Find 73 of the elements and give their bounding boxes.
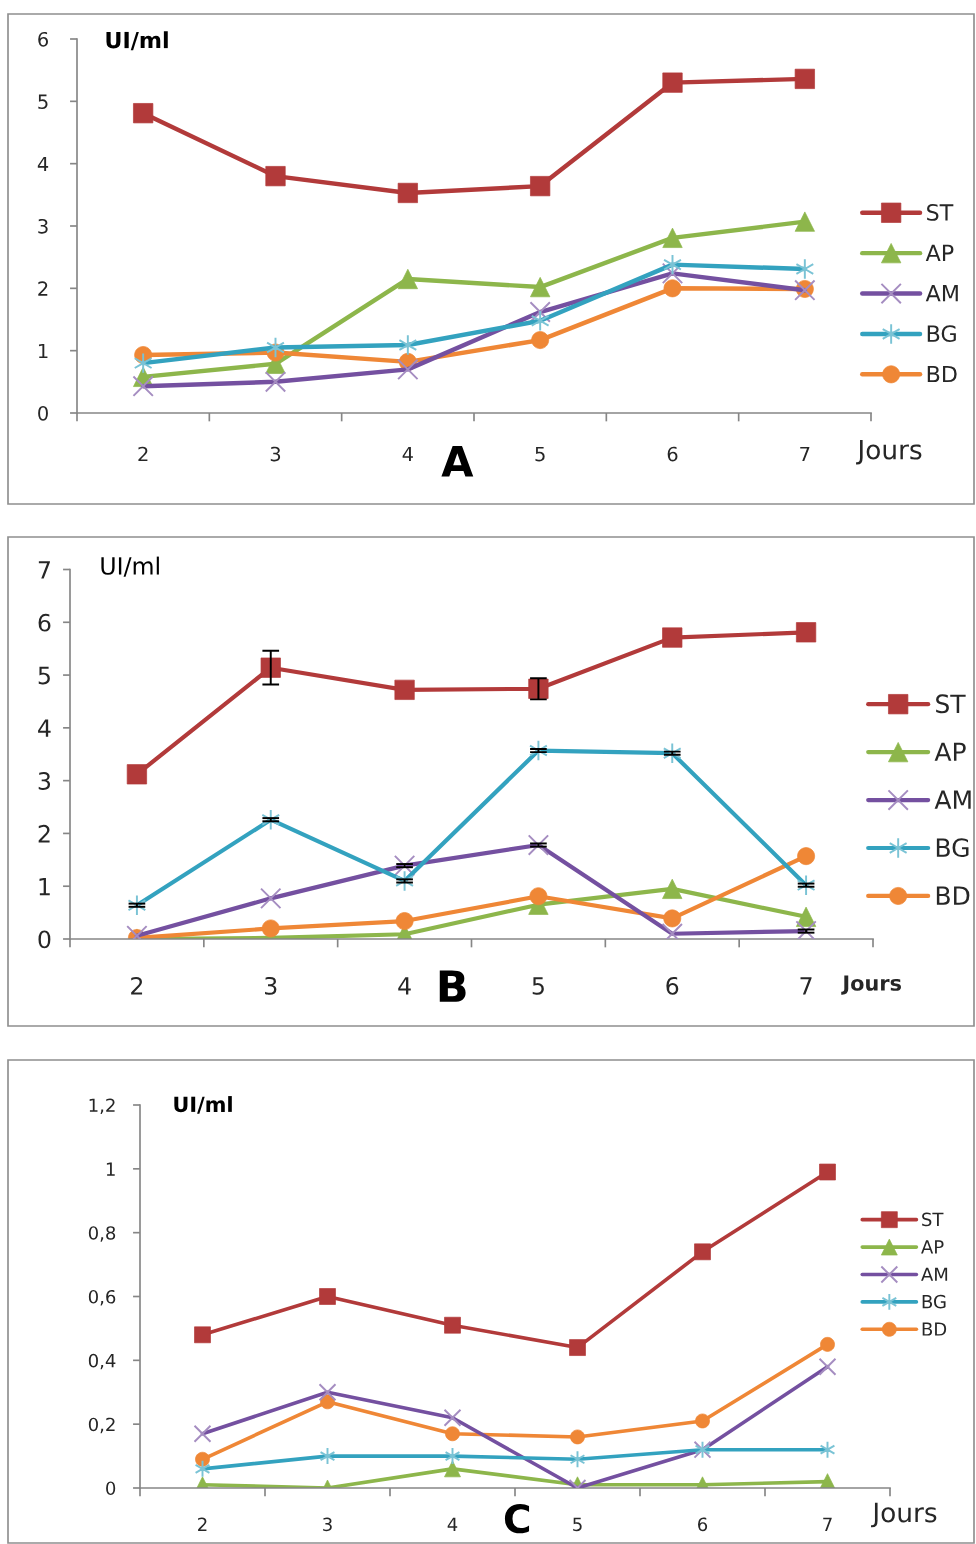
x-tick-label: 4 [402,446,413,462]
x-axis-title: Jours [871,1502,937,1528]
y-axis-title: UI/ml [101,556,159,577]
x-tick-label: 2 [131,976,143,995]
point [265,166,286,187]
y-tick-label: 1 [39,877,50,896]
x-tick-label: 3 [265,976,277,995]
x-tick-label: 7 [823,1517,832,1531]
point [663,909,682,928]
x-tick-label: 6 [698,1517,708,1532]
legend-label: ST [922,1212,944,1227]
y-tick-label: 6 [38,31,48,47]
point [663,279,682,298]
point [662,878,683,899]
y-tick-label: 4 [38,719,51,737]
y-tick-label: 3 [38,772,51,790]
x-tick-label: 2 [138,446,148,462]
legend-label: BD [922,1322,947,1336]
legend-label: AP [934,742,966,761]
y-tick-label: 2 [38,824,50,843]
text: B [439,970,466,1002]
y-tick-label: 3 [38,218,48,234]
point [261,919,280,938]
legend-label: AP [925,244,954,261]
text: A [441,446,474,477]
x-tick-label: 6 [666,976,679,995]
x-tick-label: 3 [323,1517,332,1532]
x-tick-label: 7 [800,446,810,462]
legend-label: AP [921,1240,944,1254]
y-tick-label: 0 [38,405,48,421]
legend-label: BG [936,838,969,858]
legend-label: ST [936,694,966,714]
text: C [504,1503,530,1534]
point [794,68,815,89]
x-tick-label: 4 [398,977,411,995]
y-tick-label: 1 [106,1162,115,1176]
legend-label: BG [922,1294,946,1309]
y-tick-label: 4 [37,156,49,172]
y-tick-label: 0,2 [88,1417,115,1434]
legend-label: AM [921,1267,948,1281]
x-tick-label: 5 [535,446,545,462]
point [530,277,551,298]
y-axis-title: UI/ml [106,31,168,51]
x-tick-label: 3 [270,446,281,462]
legend-label: AM [934,790,971,809]
y-tick-label: 0,6 [88,1289,116,1306]
x-tick-label: 4 [447,1517,458,1531]
legend-label: ST [927,204,954,221]
legend-label: BD [936,886,970,905]
legend-label: BD [927,365,957,383]
y-tick-label: 0,4 [88,1353,116,1370]
x-tick-label: 7 [800,977,812,995]
y-tick-label: 2 [38,281,48,296]
x-tick-label: 5 [573,1517,582,1532]
point [662,227,683,248]
x-axis-title: Jours [841,975,901,995]
y-tick-label: 5 [38,666,50,685]
x-axis-title: Jours [856,439,922,465]
x-tick-label: 5 [532,977,544,995]
x-tick-label: 6 [667,446,678,462]
y-tick-label: 0 [38,930,51,949]
legend-label: AM [925,285,958,302]
y-tick-label: 6 [38,613,51,632]
y-tick-label: 0,8 [88,1226,116,1242]
x-tick-label: 2 [198,1517,207,1531]
legend-label: BG [927,325,956,343]
y-tick-label: 1,2 [89,1098,115,1114]
y-axis-title: UI/ml [174,1096,232,1114]
point [530,176,551,197]
y-tick-label: 0 [106,1481,116,1496]
y-tick-label: 7 [38,561,50,579]
y-tick-label: 1 [38,343,48,359]
y-tick-label: 5 [38,94,48,109]
